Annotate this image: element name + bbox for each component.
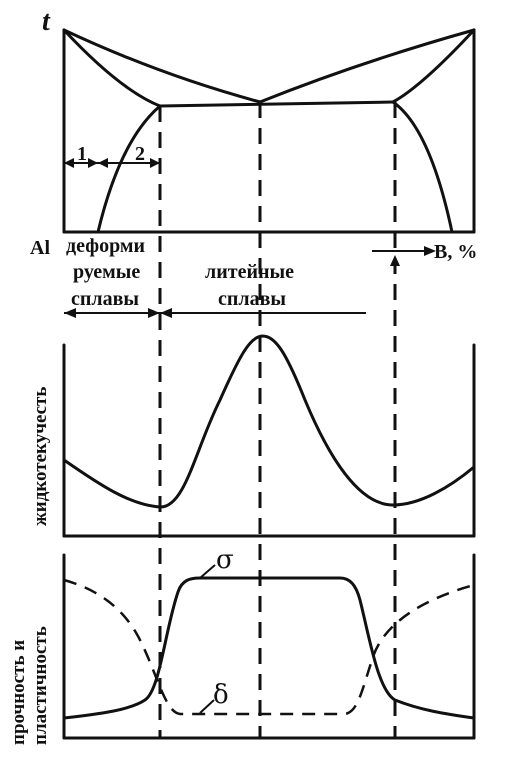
concentration-arrowhead — [424, 246, 436, 256]
cast-arrowhead-left — [160, 308, 172, 318]
region-2-arrowhead-right — [150, 158, 160, 168]
region-1-label: 1 — [77, 143, 87, 165]
wrought-arrowhead-right — [148, 308, 160, 318]
phase-diagram: t 1 2 Al B, % — [30, 6, 477, 263]
liquidus-line — [62, 28, 476, 104]
solidus-right-line — [391, 28, 476, 104]
cast-label-line1: литейные — [205, 261, 294, 283]
b-percent-axis-label: B, % — [434, 241, 477, 263]
wrought-label-line3: сплавы — [71, 288, 139, 310]
solidus-left-line — [62, 28, 162, 108]
region-2-label: 2 — [135, 143, 145, 165]
properties-axis-label-line1: прочность и — [8, 640, 29, 745]
sigma-leader-line — [199, 564, 216, 579]
fluidity-curve — [62, 334, 476, 509]
wrought-arrowhead-left — [64, 308, 76, 318]
eutectic-line — [158, 100, 395, 108]
temperature-axis-label: t — [42, 6, 51, 37]
properties-panel: σ δ прочность и пластичность — [8, 545, 476, 745]
sigma-label: σ — [216, 545, 234, 575]
right-guide-arrowhead — [390, 255, 400, 266]
sigma-strength-curve — [62, 576, 476, 720]
delta-plasticity-curve — [63, 578, 475, 716]
wrought-label-line1: деформи — [66, 235, 145, 257]
alloy-zones: деформи руемые сплавы литейные сплавы — [64, 235, 366, 318]
fluidity-axis-label: жидкотекучесть — [30, 387, 51, 526]
delta-leader-line — [199, 699, 215, 714]
region-1-arrowhead-right — [88, 158, 98, 168]
properties-axis-label-line2: пластичность — [30, 626, 51, 745]
solvus-right-line — [391, 100, 454, 234]
delta-label: δ — [213, 680, 229, 710]
region-1-arrowhead-left — [64, 158, 74, 168]
solvus-left-line — [96, 104, 162, 234]
cast-label-line2: сплавы — [218, 288, 286, 310]
al-component-label: Al — [30, 237, 50, 259]
fluidity-panel: жидкотекучесть — [30, 334, 476, 538]
region-2-arrowhead-left — [98, 158, 108, 168]
wrought-label-line2: руемые — [73, 261, 140, 283]
